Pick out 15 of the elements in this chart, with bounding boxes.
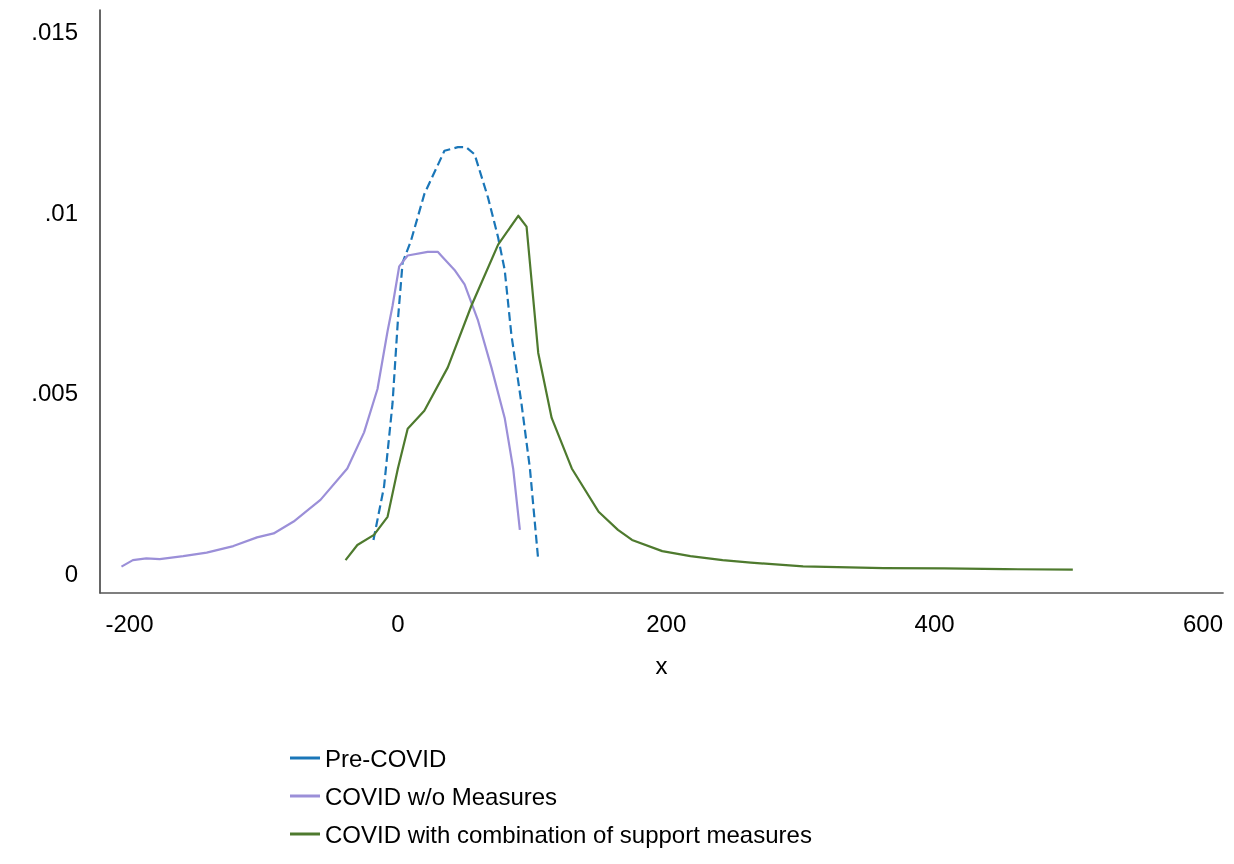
x-tick-label: -200 bbox=[105, 609, 154, 637]
line-series bbox=[120, 250, 521, 568]
legend-label: Pre-COVID bbox=[325, 744, 447, 772]
line-series bbox=[344, 214, 1074, 571]
x-tick-label: 0 bbox=[391, 609, 405, 637]
y-tick-label: .005 bbox=[31, 379, 78, 407]
y-tick-label: .015 bbox=[31, 18, 78, 46]
legend-label: COVID with combination of support measures bbox=[325, 820, 812, 848]
y-tick-label: 0 bbox=[64, 559, 78, 587]
y-tick-label: .01 bbox=[44, 198, 78, 226]
x-axis-title: x bbox=[655, 651, 668, 679]
x-tick-label: 200 bbox=[646, 609, 687, 637]
x-tick-label: 600 bbox=[1182, 609, 1223, 637]
x-tick-label: 400 bbox=[914, 609, 955, 637]
legend-label: COVID w/o Measures bbox=[325, 782, 558, 810]
